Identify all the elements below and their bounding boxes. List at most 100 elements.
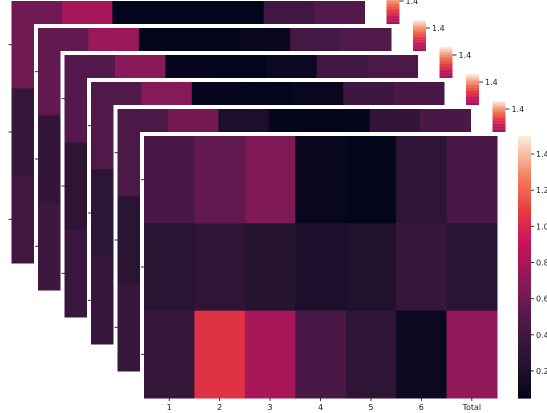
colorbar-segment — [492, 101, 506, 103]
colorbar-segment — [518, 190, 531, 193]
colorbar-segment — [492, 115, 506, 117]
colorbar-segment — [466, 84, 479, 87]
colorbar-segment — [492, 109, 506, 111]
colorbar-segment — [518, 296, 531, 299]
colorbar-segment — [518, 378, 531, 381]
colorbar-segment — [518, 386, 531, 389]
colorbar-segment — [492, 125, 506, 127]
x-tick-label: 3 — [268, 403, 273, 412]
colorbar-segment — [439, 51, 453, 54]
colorbar-segment — [518, 256, 531, 259]
colorbar-segment — [413, 41, 426, 43]
colorbar-segment — [413, 27, 426, 29]
colorbar-segment — [413, 36, 426, 39]
colorbar-segment — [492, 131, 506, 133]
colorbar-segment — [518, 184, 531, 187]
colorbar-segment — [518, 376, 531, 379]
colorbar-segment — [518, 320, 531, 323]
colorbar-segment — [518, 384, 531, 387]
heatmap-front-layer: 1 2 3 4 5 6 Total — [140, 132, 541, 413]
colorbar-segment — [386, 19, 400, 21]
colorbar-segment — [518, 274, 531, 277]
colorbar-segment — [386, 13, 400, 15]
heatmap-cell — [396, 223, 448, 312]
colorbar-segment — [492, 123, 506, 126]
front-colorbar: 0.2 0.4 0.6 0.8 1.0 1.2 1.4 — [518, 136, 547, 399]
heatmap-cell — [244, 136, 296, 224]
colorbar-segment — [518, 286, 531, 289]
colorbar-segment — [518, 174, 531, 177]
colorbar-segment — [518, 308, 531, 311]
colorbar-segment — [439, 73, 453, 75]
colorbar-segment — [413, 28, 426, 30]
colorbar-segment — [386, 18, 400, 20]
colorbar-segment — [518, 220, 531, 223]
colorbar-segment — [518, 156, 531, 159]
colorbar-tick-label: 0.6 — [536, 295, 547, 304]
colorbar-segment — [518, 142, 531, 145]
colorbar-segment — [466, 86, 479, 88]
colorbar-segment — [518, 164, 531, 167]
colorbar-segment — [466, 74, 479, 76]
colorbar-segment — [518, 336, 531, 339]
colorbar-segment — [466, 90, 479, 93]
colorbar-segment — [439, 50, 453, 52]
colorbar-segment — [518, 374, 531, 377]
x-tick-label: 2 — [217, 403, 222, 412]
colorbar-segment — [413, 47, 426, 49]
heatmap-layers: 123456Total1.4123456Total1.4123456Total1… — [7, 0, 541, 413]
colorbar-segment — [518, 140, 531, 143]
colorbar-segment — [518, 150, 531, 153]
x-tick-label: 1 — [167, 403, 172, 412]
colorbar-segment — [492, 129, 506, 132]
colorbar-segment — [492, 104, 506, 106]
colorbar-segment — [413, 50, 426, 52]
heatmap-cell — [345, 223, 397, 312]
colorbar-segment — [439, 66, 453, 68]
colorbar-segment — [518, 324, 531, 327]
colorbar-segment — [439, 47, 453, 49]
colorbar-segment — [518, 224, 531, 227]
colorbar-segment — [439, 56, 453, 58]
colorbar-segment — [518, 368, 531, 371]
back-colorbar: 1.4 — [386, 0, 419, 30]
colorbar-segment — [492, 111, 506, 114]
colorbar-segment — [518, 136, 531, 139]
colorbar-segment — [386, 6, 400, 8]
heatmap-cell — [345, 136, 397, 224]
colorbar-segment — [518, 302, 531, 305]
colorbar-segment — [518, 208, 531, 211]
colorbar-segment — [518, 392, 531, 395]
colorbar-segment — [518, 300, 531, 303]
colorbar-segment — [439, 69, 453, 72]
colorbar-segment — [518, 216, 531, 219]
colorbar-segment — [518, 200, 531, 203]
colorbar-segment — [466, 96, 479, 99]
heatmap-cell — [144, 310, 195, 399]
colorbar-segment — [413, 23, 426, 25]
colorbar-segment — [518, 198, 531, 201]
colorbar-segment — [439, 54, 453, 56]
colorbar-segment — [518, 218, 531, 221]
colorbar-segment — [518, 348, 531, 351]
colorbar-segment — [518, 226, 531, 229]
colorbar-tick-label: 1.4 — [485, 78, 498, 87]
colorbar-segment — [518, 196, 531, 199]
colorbar-tick-label: 0.4 — [536, 331, 547, 340]
colorbar-segment — [386, 12, 400, 14]
colorbar-segment — [518, 326, 531, 329]
colorbar-segment — [518, 168, 531, 171]
colorbar-segment — [518, 310, 531, 313]
colorbar-segment — [518, 284, 531, 287]
colorbar-segment — [492, 113, 506, 115]
colorbar-tick-label: 0.2 — [536, 367, 547, 376]
colorbar-segment — [518, 388, 531, 391]
heatmap-cell — [144, 223, 195, 312]
heatmap-cell — [446, 136, 498, 224]
colorbar-tick-label: 1.4 — [406, 0, 419, 6]
colorbar-segment — [518, 258, 531, 261]
colorbar-segment — [466, 87, 479, 89]
colorbar-segment — [466, 94, 479, 96]
colorbar-segment — [439, 55, 453, 57]
colorbar-segment — [466, 89, 479, 91]
